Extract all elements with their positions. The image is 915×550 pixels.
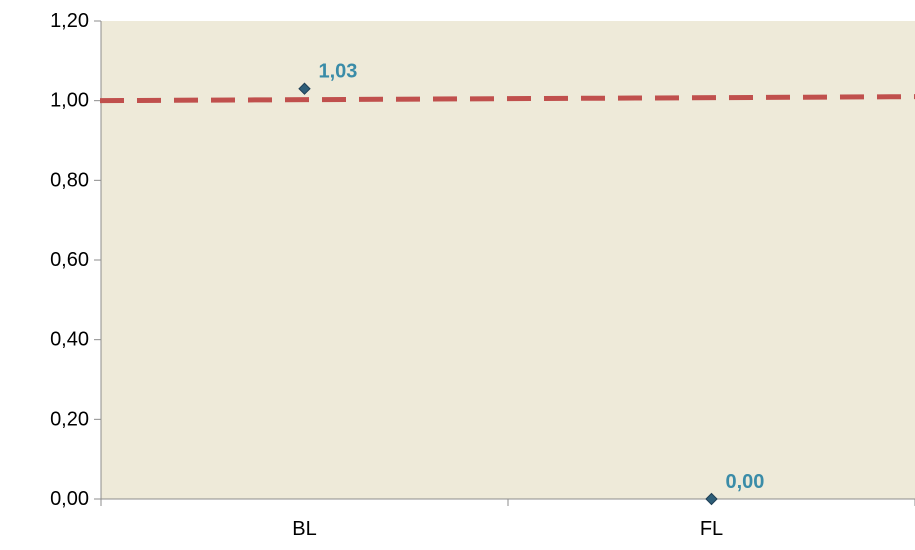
data-point-marker (298, 82, 311, 95)
reference-line-group (99, 94, 915, 104)
y-axis: 0,00 0,20 0,40 0,60 0,80 1,00 1,20 (50, 10, 102, 510)
x-axis: BL FL (100, 498, 915, 540)
x-tick-label: FL (700, 518, 723, 540)
y-tick-label: 1,20 (50, 10, 89, 32)
data-label: 0,00 (726, 471, 765, 493)
y-tick-label: 0,80 (50, 169, 89, 191)
y-tick-label: 1,00 (50, 90, 89, 112)
plot-area (101, 21, 915, 499)
y-tick-label: 0,20 (50, 408, 89, 430)
data-label: 1,03 (319, 61, 358, 83)
y-tick-label: 0,60 (50, 249, 89, 271)
data-point-marker (705, 492, 718, 506)
data-points: 1,03 0,00 (298, 61, 765, 506)
reference-line (99, 94, 915, 104)
y-tick-label: 0,00 (50, 488, 89, 510)
y-tick-label: 0,40 (50, 329, 89, 351)
x-tick-label: BL (292, 518, 316, 540)
